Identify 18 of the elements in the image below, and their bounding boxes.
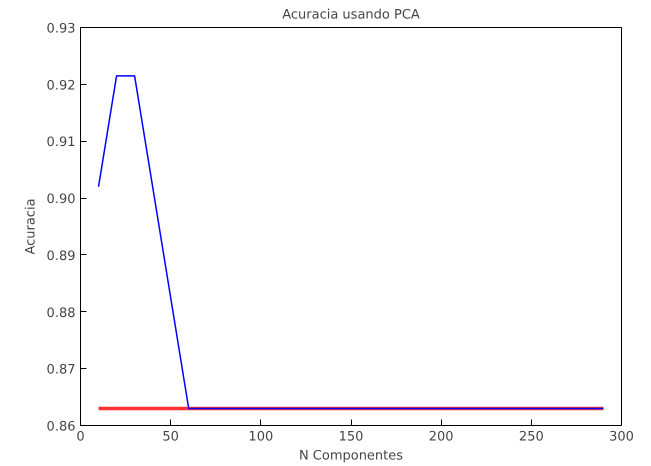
y-tick-label: 0.93 [46, 22, 76, 36]
x-tick-label: 250 [518, 430, 544, 444]
y-tick-label: 0.88 [46, 306, 76, 321]
x-tick-label: 100 [248, 430, 274, 444]
y-tick-label: 0.90 [46, 192, 76, 208]
x-axis-title: N Componentes [298, 448, 404, 464]
y-tick-label: 0.89 [46, 248, 76, 264]
x-tick-label: 50 [162, 430, 179, 444]
y-tick-label: 0.92 [46, 78, 76, 94]
x-tick-label: 0 [76, 430, 85, 444]
x-tick-label: 300 [609, 430, 634, 444]
y-tick-label: 0.87 [46, 362, 76, 378]
y-tick-label: 0.91 [46, 135, 76, 150]
y-tick-label: 0.86 [46, 420, 76, 434]
y-axis-title: Acuracia [24, 198, 39, 255]
x-tick-label: 150 [338, 430, 364, 444]
chart-title: Acuracia usando PCA [282, 8, 420, 22]
x-tick-label: 200 [428, 430, 454, 444]
